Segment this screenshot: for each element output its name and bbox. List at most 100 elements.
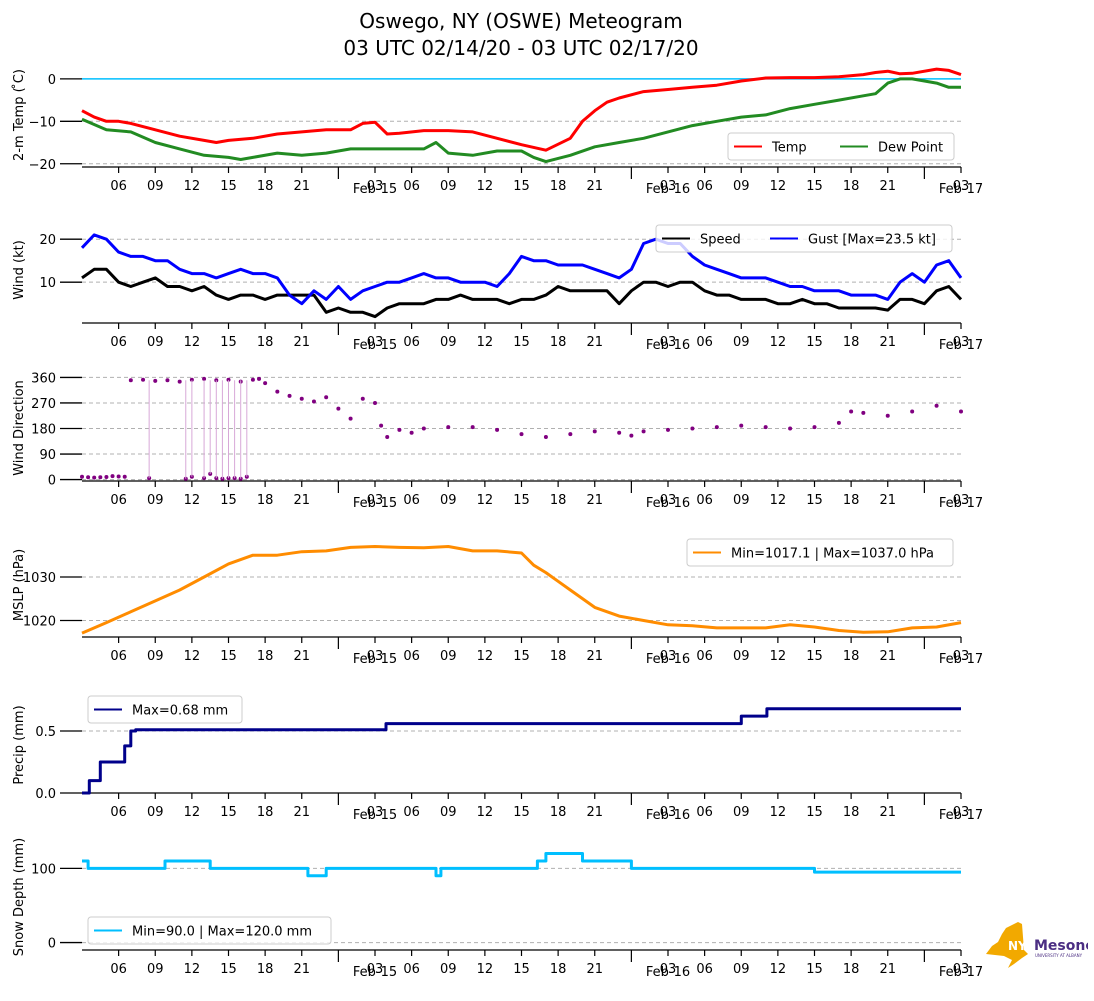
x-tick-label: 15 xyxy=(806,649,823,664)
x-tick-label: 18 xyxy=(550,493,567,508)
legend-temp: Temp Dew Point xyxy=(727,132,955,161)
data-point xyxy=(495,427,500,432)
data-point xyxy=(92,475,97,480)
x-tick-label: 21 xyxy=(879,805,896,820)
data-point xyxy=(226,377,231,382)
series-line xyxy=(81,77,961,164)
x-tick-label: 18 xyxy=(257,493,274,508)
data-point xyxy=(80,474,84,479)
x-tick-label: 09 xyxy=(733,805,750,820)
x-date-label: Feb-15 xyxy=(353,182,397,197)
logo-name: Mesonet xyxy=(1034,938,1088,954)
x-tick-label: 15 xyxy=(220,179,237,194)
panel-temp: 0 −10 −202-m Temp ( ̊C) 06 09 12 15 18 21 03 06 09 1… xyxy=(11,67,983,197)
x-tick-label: 12 xyxy=(477,179,494,194)
data-point xyxy=(299,396,304,401)
x-tick-label: 03 xyxy=(953,179,970,194)
x-tick-label: 03 xyxy=(367,805,384,820)
x-tick-label: 09 xyxy=(147,962,164,977)
series-mslp-0 xyxy=(81,545,962,635)
y-tick-label: 0 xyxy=(48,937,56,952)
x-tick-label: 12 xyxy=(184,335,201,350)
x-tick-label: 18 xyxy=(550,962,567,977)
nys-mesonet-logo: NYS Mesonet UNIVERSITY AT ALBANY xyxy=(984,920,1094,970)
series-wind-0 xyxy=(81,267,963,319)
x-date-label: Feb-17 xyxy=(939,338,983,353)
data-point xyxy=(189,377,194,382)
x-tick-label: 06 xyxy=(110,649,127,664)
x-tick-label: 15 xyxy=(806,493,823,508)
data-point xyxy=(910,409,915,414)
x-tick-label: 15 xyxy=(806,805,823,820)
x-tick-label: 03 xyxy=(367,335,384,350)
x-tick-label: 15 xyxy=(220,493,237,508)
x-tick-label: 21 xyxy=(293,179,310,194)
x-tick-label: 03 xyxy=(953,649,970,664)
legend-label: Dew Point xyxy=(878,141,943,156)
x-tick-label: 18 xyxy=(257,962,274,977)
y-tick-label: 0 xyxy=(48,73,56,88)
x-tick-label: 09 xyxy=(440,962,457,977)
x-tick-label: 09 xyxy=(440,649,457,664)
legend-box xyxy=(655,224,953,253)
x-tick-label: 21 xyxy=(293,335,310,350)
data-point xyxy=(592,429,597,434)
x-tick-label: 09 xyxy=(733,179,750,194)
x-tick-label: 15 xyxy=(220,805,237,820)
panel-direction: 360 270 180 90 0 Wind Direction 06 09 12 15 18 21 03… xyxy=(12,371,983,511)
x-tick-label: 06 xyxy=(696,179,713,194)
x-tick-label: 21 xyxy=(293,805,310,820)
x-tick-label: 09 xyxy=(147,493,164,508)
data-point xyxy=(128,378,133,383)
data-point xyxy=(836,420,841,425)
x-date-label: Feb-17 xyxy=(939,808,983,823)
legend-wind: Speed Gust [Max=23.5 kt] xyxy=(655,224,953,253)
x-date-label: Feb-15 xyxy=(353,338,397,353)
x-tick-label: 09 xyxy=(147,805,164,820)
data-point xyxy=(287,393,292,398)
x-date-label: Feb-17 xyxy=(939,182,983,197)
x-date-label: Feb-15 xyxy=(353,496,397,511)
legend-box xyxy=(87,916,332,945)
x-tick-label: 12 xyxy=(477,493,494,508)
x-tick-label: 03 xyxy=(953,805,970,820)
data-point xyxy=(336,406,341,411)
new-york-state-shape-icon xyxy=(986,922,1028,968)
x-tick-label: 15 xyxy=(513,962,530,977)
data-point xyxy=(275,389,280,394)
series-line xyxy=(81,67,962,152)
series-line xyxy=(81,545,962,635)
x-tick-label: 03 xyxy=(660,493,677,508)
data-point xyxy=(885,413,890,418)
legend-label: Min=1017.1 | Max=1037.0 hPa xyxy=(731,547,934,562)
panel-snow: 100 0 Snow Depth (mm) 06 09 12 15 18 21 03 06 09 12 1… xyxy=(12,838,983,980)
data-point xyxy=(959,409,963,414)
data-point xyxy=(311,399,316,404)
legend-label: Speed xyxy=(700,233,741,248)
x-tick-label: 12 xyxy=(770,962,787,977)
data-point xyxy=(666,427,670,432)
x-tick-label: 06 xyxy=(696,805,713,820)
x-tick-label: 15 xyxy=(513,179,530,194)
x-tick-label: 12 xyxy=(184,805,201,820)
y-tick-label: 1020 xyxy=(23,614,56,629)
data-point xyxy=(373,400,377,405)
x-tick-label: 06 xyxy=(696,962,713,977)
series-snow-0 xyxy=(82,852,961,878)
data-point xyxy=(629,433,634,438)
data-point xyxy=(257,376,262,381)
series-line xyxy=(80,233,963,306)
logo-subtitle: UNIVERSITY AT ALBANY xyxy=(1035,953,1083,958)
y-tick-label: 0.0 xyxy=(35,787,56,802)
series-line xyxy=(81,267,963,319)
y-tick-label: 180 xyxy=(31,423,56,438)
x-tick-label: 12 xyxy=(477,962,494,977)
x-date-label: Feb-16 xyxy=(646,652,690,667)
x-tick-label: 06 xyxy=(110,493,127,508)
x-tick-label: 06 xyxy=(403,962,420,977)
x-date-label: Feb-17 xyxy=(939,965,983,980)
x-tick-label: 18 xyxy=(843,179,860,194)
x-tick-label: 18 xyxy=(550,649,567,664)
data-point xyxy=(421,426,426,431)
